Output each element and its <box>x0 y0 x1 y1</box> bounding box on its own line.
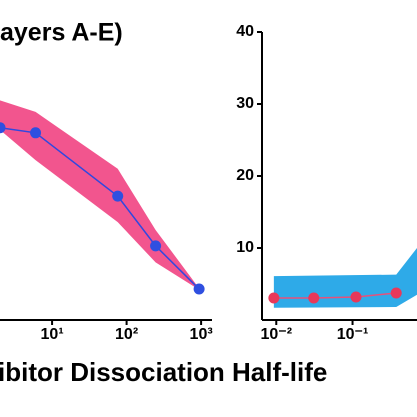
x-tick-label: 10³ <box>190 326 213 343</box>
marker <box>193 283 205 295</box>
x-axis-label: ibitor Dissociation Half-life <box>0 357 327 387</box>
x-tick-label: 10¹ <box>41 326 64 343</box>
line <box>273 292 397 299</box>
marker <box>112 190 124 202</box>
y-tick-label: 30 <box>236 95 254 112</box>
x-tick-label: 10⁻² <box>260 326 292 343</box>
marker <box>0 122 6 134</box>
marker <box>30 127 42 139</box>
marker <box>308 292 320 304</box>
chart-title: ayers A-E) <box>0 19 123 47</box>
error-band <box>273 248 417 308</box>
y-tick-label: 20 <box>236 167 254 184</box>
marker <box>350 291 362 303</box>
marker <box>390 287 402 299</box>
y-tick-label: 10 <box>236 239 254 256</box>
x-tick-label: 10² <box>115 326 138 343</box>
x-tick-label: 10⁻¹ <box>337 326 369 343</box>
marker <box>150 240 162 252</box>
error-band <box>0 100 200 290</box>
y-tick-label: 40 <box>236 23 254 40</box>
marker <box>268 292 280 304</box>
